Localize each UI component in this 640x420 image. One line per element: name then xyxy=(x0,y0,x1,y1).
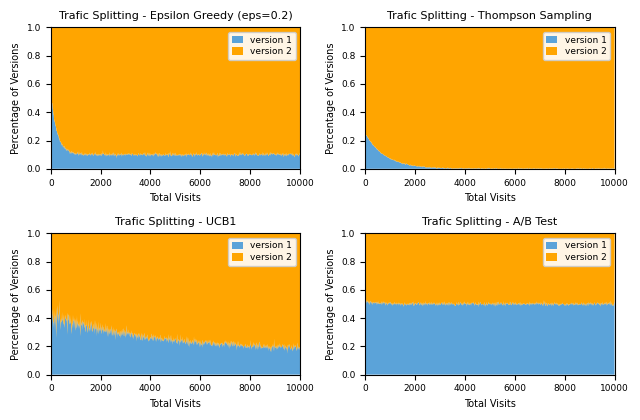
Y-axis label: Percentage of Versions: Percentage of Versions xyxy=(326,42,335,154)
X-axis label: Total Visits: Total Visits xyxy=(464,193,516,203)
Title: Trafic Splitting - Epsilon Greedy (eps=0.2): Trafic Splitting - Epsilon Greedy (eps=0… xyxy=(58,11,292,21)
Y-axis label: Percentage of Versions: Percentage of Versions xyxy=(11,42,21,154)
Title: Trafic Splitting - UCB1: Trafic Splitting - UCB1 xyxy=(115,217,236,227)
Legend: version 1, version 2: version 1, version 2 xyxy=(543,32,610,60)
Title: Trafic Splitting - A/B Test: Trafic Splitting - A/B Test xyxy=(422,217,557,227)
X-axis label: Total Visits: Total Visits xyxy=(150,399,202,409)
Y-axis label: Percentage of Versions: Percentage of Versions xyxy=(11,248,21,360)
Title: Trafic Splitting - Thompson Sampling: Trafic Splitting - Thompson Sampling xyxy=(387,11,592,21)
Legend: version 1, version 2: version 1, version 2 xyxy=(228,238,296,266)
Legend: version 1, version 2: version 1, version 2 xyxy=(228,32,296,60)
X-axis label: Total Visits: Total Visits xyxy=(464,399,516,409)
Legend: version 1, version 2: version 1, version 2 xyxy=(543,238,610,266)
X-axis label: Total Visits: Total Visits xyxy=(150,193,202,203)
Y-axis label: Percentage of Versions: Percentage of Versions xyxy=(326,248,335,360)
